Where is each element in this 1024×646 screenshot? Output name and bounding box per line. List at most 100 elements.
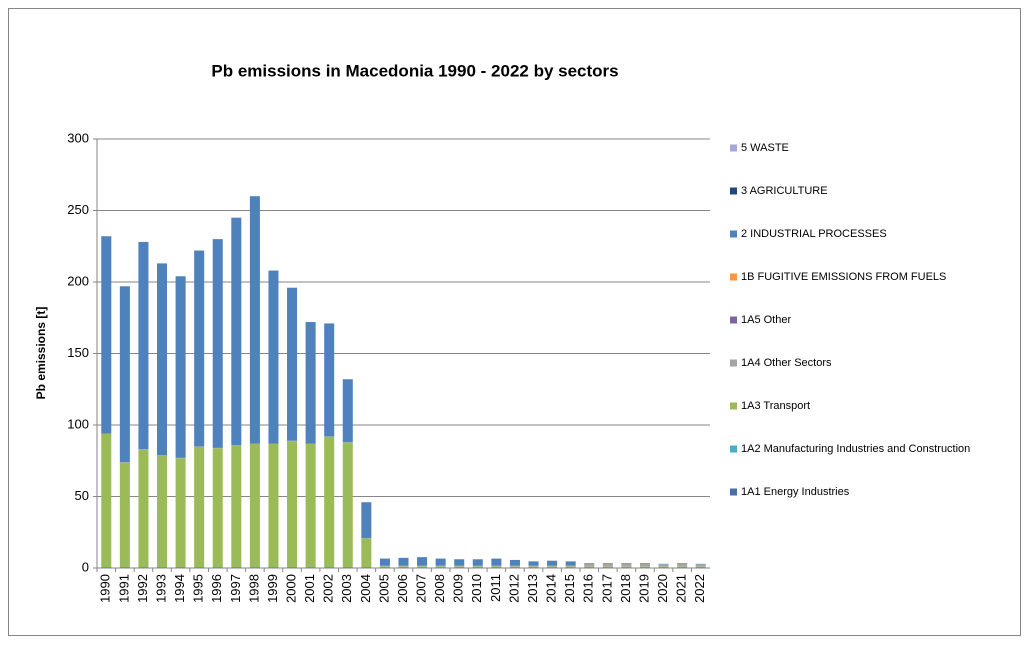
bar-segment (175, 566, 186, 568)
bar-segment (602, 563, 613, 564)
legend-swatch (730, 144, 737, 152)
bar-segment (621, 563, 632, 564)
x-tick-label: 1997 (228, 574, 243, 603)
bar-segment (119, 286, 130, 463)
bar-segment (565, 561, 576, 566)
bar-segment (379, 558, 390, 566)
bar-segment (212, 566, 223, 568)
bar-segment (175, 276, 186, 458)
bar-segment (249, 196, 260, 444)
x-tick-label: 2018 (618, 574, 633, 603)
chart-title: Pb emissions in Macedonia 1990 - 2022 by… (211, 61, 618, 80)
legend-swatch (730, 316, 737, 324)
bar-segment (639, 563, 651, 564)
x-tick-label: 2017 (599, 574, 614, 603)
bar-segment (621, 563, 632, 567)
y-axis-label: Pb emissions [t] (34, 307, 48, 400)
x-tick-label: 2021 (674, 574, 689, 603)
legend-label: 1A5 Other (741, 314, 791, 326)
bar-segment (491, 558, 502, 566)
bar-segment (138, 449, 149, 567)
bar-segment (491, 566, 502, 568)
bar-segment (119, 462, 130, 567)
y-tick-label: 300 (67, 130, 89, 145)
bar-segment (101, 434, 112, 567)
bar-segment (435, 565, 446, 567)
legend-label: 1A1 Energy Industries (741, 486, 850, 498)
bar-segment (509, 565, 520, 567)
legend-label: 2 INDUSTRIAL PROCESSES (741, 228, 887, 240)
bar-segment (249, 566, 260, 568)
x-tick-label: 2000 (283, 574, 298, 603)
bar-segment (361, 502, 372, 538)
x-tick-label: 2019 (636, 574, 651, 603)
legend-swatch (730, 230, 737, 238)
bar-segment (156, 263, 168, 456)
y-tick-label: 150 (67, 345, 89, 360)
bar-segment (101, 236, 112, 434)
bar-segment (602, 563, 613, 567)
x-tick-label: 2001 (302, 574, 317, 603)
bar-segment (528, 561, 539, 566)
bar-segment (249, 444, 260, 567)
bar-segment (342, 379, 353, 443)
bar-segment (305, 566, 316, 568)
bar-segment (584, 563, 595, 567)
bar-segment (268, 566, 279, 568)
x-tick-label: 2013 (525, 574, 540, 603)
bar-segment (565, 565, 576, 567)
x-tick-label: 2020 (655, 574, 670, 603)
bar-segment (454, 565, 465, 567)
x-tick-label: 2002 (321, 574, 336, 603)
bar-segment (584, 563, 595, 564)
legend-label: 1A4 Other Sectors (741, 357, 832, 369)
bar-segment (398, 565, 409, 567)
legend-swatch (730, 359, 737, 367)
bar-segment (658, 564, 669, 567)
y-tick-label: 50 (75, 488, 89, 503)
bar-segment (509, 559, 520, 566)
bar-segment (119, 566, 130, 568)
x-tick-label: 1992 (135, 574, 150, 603)
x-tick-label: 1998 (246, 574, 261, 603)
legend-swatch (730, 488, 737, 496)
bar-segment (379, 565, 390, 567)
bar-segment (491, 565, 502, 567)
x-tick-label: 2015 (562, 574, 577, 603)
x-tick-label: 1996 (209, 574, 224, 603)
bar-segment (677, 563, 688, 564)
bar-segment (584, 566, 595, 568)
x-tick-label: 2010 (469, 574, 484, 603)
x-tick-label: 2008 (432, 574, 447, 603)
bar-segment (342, 442, 353, 567)
bar-segment (417, 566, 428, 568)
bar-segment (138, 241, 149, 450)
bar-segment (324, 566, 335, 568)
bar-segment (417, 557, 428, 566)
bar-segment (361, 566, 372, 568)
bar-segment (435, 558, 446, 566)
bar-segment (547, 565, 558, 567)
bar-segment (677, 566, 688, 568)
bar-segment (379, 566, 390, 568)
bar-segment (454, 566, 465, 568)
bar-segment (658, 566, 669, 568)
legend-swatch (730, 445, 737, 453)
legend-label: 1A3 Transport (741, 400, 810, 412)
x-tick-label: 2009 (451, 574, 466, 603)
bar-segment (528, 566, 539, 568)
bar-segment (305, 322, 316, 444)
y-tick-label: 0 (82, 559, 89, 574)
bar-segment (417, 565, 428, 567)
bar-segment (175, 458, 186, 567)
bar-segment (695, 566, 706, 568)
bar-segment (156, 566, 168, 568)
x-tick-label: 2011 (488, 574, 503, 602)
bar-segment (156, 455, 168, 567)
x-tick-label: 2016 (581, 574, 596, 603)
bar-segment (472, 566, 483, 568)
x-tick-label: 2006 (395, 574, 410, 603)
bar-segment (101, 566, 112, 568)
bar-segment (212, 239, 223, 448)
